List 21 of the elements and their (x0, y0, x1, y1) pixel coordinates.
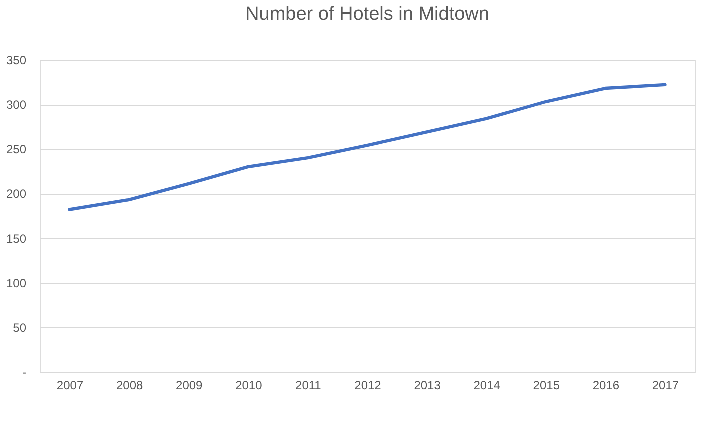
x-tick-label: 2014 (474, 378, 501, 392)
chart-title: Number of Hotels in Midtown (246, 4, 490, 25)
x-tick-label: 2012 (354, 378, 382, 392)
x-tick-label: 2007 (56, 378, 84, 392)
x-tick-label: 2011 (296, 378, 322, 392)
x-tick-label: 2010 (236, 378, 263, 392)
y-tick-label: 300 (6, 98, 27, 112)
y-tick-label: 150 (6, 232, 27, 246)
y-tick-label: - (22, 366, 26, 380)
y-tick-label: 200 (6, 187, 27, 202)
y-tick-label: 350 (6, 54, 27, 68)
x-tick-label: 2017 (652, 378, 680, 392)
y-tick-label: 50 (13, 320, 27, 335)
y-tick-label: 250 (6, 142, 27, 157)
x-tick-label: 2013 (414, 378, 442, 392)
x-tick-label: 2009 (176, 378, 204, 392)
x-tick-label: 2016 (592, 378, 620, 392)
x-tick-label: 2008 (116, 378, 144, 392)
line-series (68, 83, 667, 212)
x-tick-label: 2015 (533, 378, 560, 392)
y-tick-label: 100 (6, 276, 27, 290)
